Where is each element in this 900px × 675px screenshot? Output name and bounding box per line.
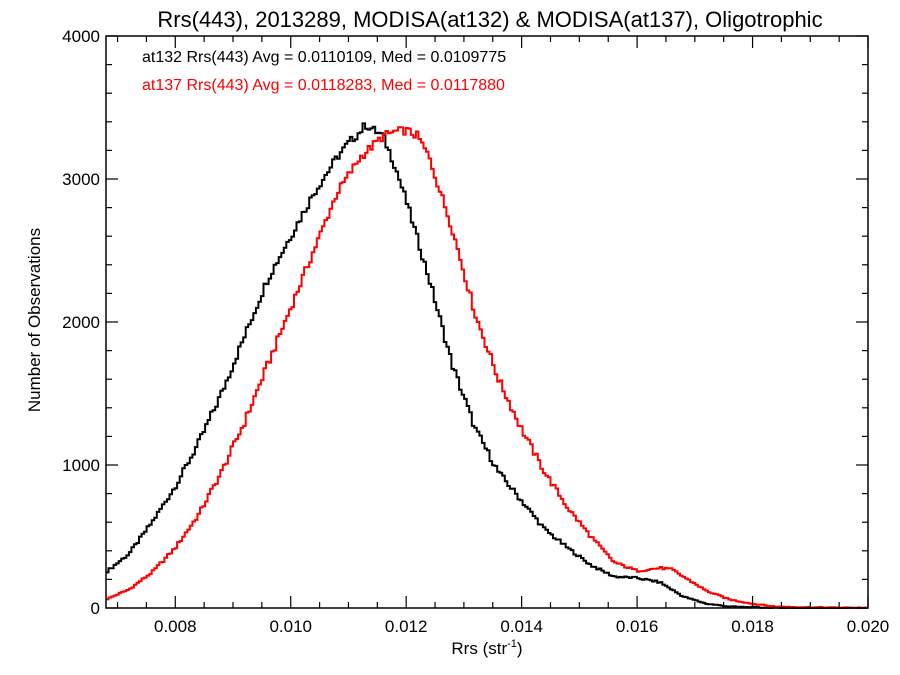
series-layer — [106, 122, 868, 609]
x-tick-label: 0.008 — [154, 617, 197, 636]
chart-title: Rrs(443), 2013289, MODISA(at132) & MODIS… — [157, 7, 822, 32]
y-tick-label: 1000 — [62, 456, 100, 475]
annotation-at137: at137 Rrs(443) Avg = 0.0118283, Med = 0.… — [142, 77, 505, 94]
y-axis-label: Number of Observations — [25, 228, 44, 412]
annotation-at132: at132 Rrs(443) Avg = 0.0110109, Med = 0.… — [142, 49, 506, 66]
y-tick-label: 0 — [91, 599, 100, 618]
x-tick-label: 0.012 — [385, 617, 428, 636]
histogram-series-0 — [106, 122, 868, 609]
plot-frame — [105, 35, 869, 609]
x-tick-label: 0.016 — [616, 617, 659, 636]
y-tick-label: 2000 — [62, 313, 100, 332]
x-tick-label: 0.014 — [500, 617, 543, 636]
histogram-series-1 — [106, 126, 868, 609]
x-tick-label: 0.018 — [731, 617, 774, 636]
y-tick-label: 4000 — [62, 27, 100, 46]
tick-layer: 0.008 0.010 0.012 0.014 0.016 0.018 0.020 0 1000… — [62, 27, 889, 636]
x-tick-label: 0.020 — [847, 617, 890, 636]
y-tick-label: 3000 — [62, 170, 100, 189]
x-tick-label: 0.010 — [269, 617, 312, 636]
x-axis-label: Rrs (str-1) — [451, 638, 522, 658]
